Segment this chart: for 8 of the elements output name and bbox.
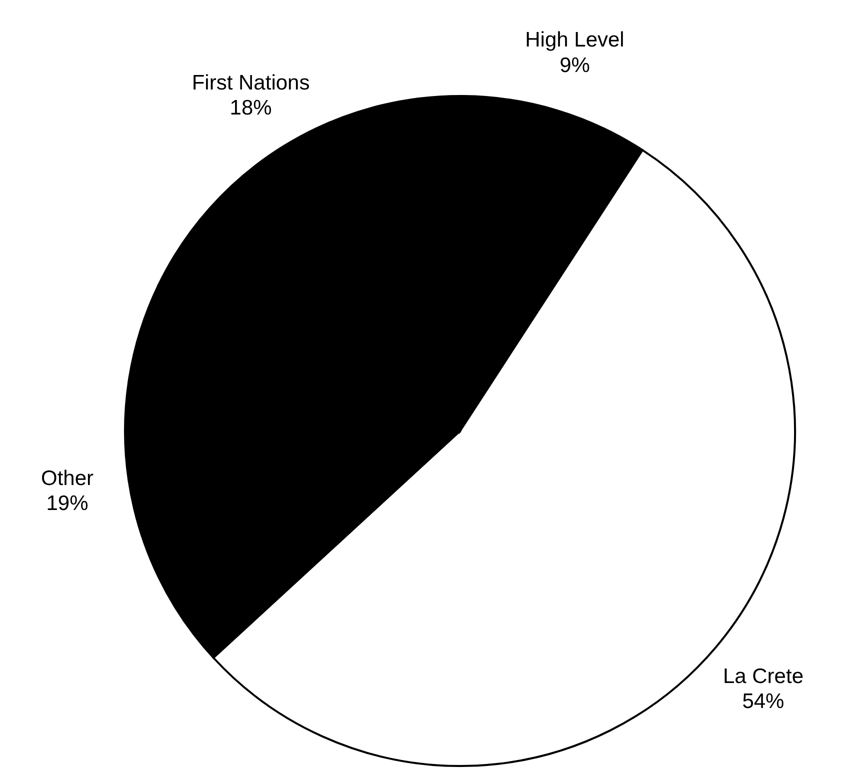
slice-label: High Level — [525, 28, 624, 52]
data-label: 54% — [742, 690, 784, 714]
data-label: 18% — [230, 96, 272, 120]
slice-label: First Nations — [192, 71, 310, 94]
data-label: 19% — [46, 492, 88, 515]
slice-label: Other — [40, 466, 94, 490]
slice-label: La Crete — [722, 665, 804, 688]
data-label: 9% — [560, 54, 590, 77]
